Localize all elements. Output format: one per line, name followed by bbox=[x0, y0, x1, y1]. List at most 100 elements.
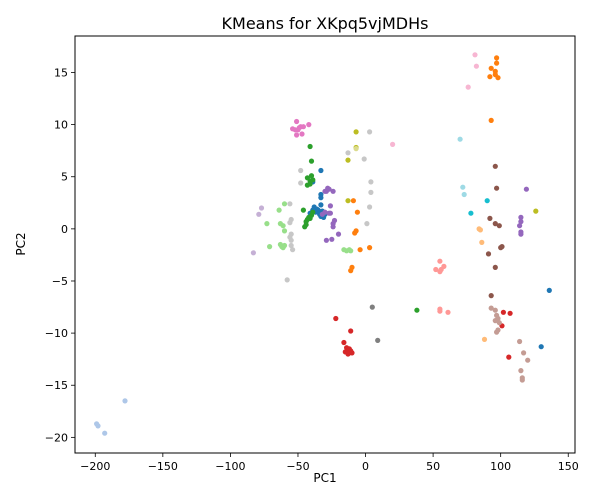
data-point bbox=[349, 350, 355, 356]
data-point bbox=[258, 205, 265, 211]
data-point bbox=[367, 129, 373, 135]
data-point bbox=[310, 209, 316, 215]
data-point bbox=[308, 158, 315, 164]
data-point bbox=[299, 131, 305, 137]
data-point bbox=[122, 398, 128, 404]
data-point bbox=[102, 430, 108, 436]
data-point bbox=[357, 247, 363, 253]
x-tick-label: −150 bbox=[148, 460, 178, 473]
data-point bbox=[287, 201, 293, 207]
data-point bbox=[492, 264, 498, 270]
data-point bbox=[472, 52, 478, 58]
data-point bbox=[298, 167, 304, 174]
data-point bbox=[353, 129, 359, 135]
data-point bbox=[488, 293, 494, 299]
data-point bbox=[481, 336, 488, 342]
x-tick-label: −200 bbox=[80, 460, 110, 473]
data-point bbox=[318, 167, 324, 174]
data-point bbox=[488, 305, 494, 311]
y-tick-label: −10 bbox=[45, 327, 68, 340]
data-point bbox=[492, 318, 498, 324]
data-point bbox=[353, 146, 359, 152]
data-point bbox=[494, 185, 500, 191]
x-tick-label: 100 bbox=[490, 460, 511, 473]
data-point bbox=[284, 277, 290, 283]
data-point bbox=[492, 163, 498, 169]
y-tick-label: 10 bbox=[54, 119, 68, 132]
data-point bbox=[506, 354, 512, 360]
x-tick-label: 150 bbox=[558, 460, 579, 473]
data-point bbox=[437, 269, 443, 275]
data-point bbox=[250, 250, 256, 256]
data-point bbox=[441, 263, 447, 269]
y-tick-label: −20 bbox=[45, 431, 68, 444]
data-point bbox=[323, 237, 329, 243]
data-point bbox=[494, 55, 500, 61]
data-point bbox=[477, 227, 483, 233]
data-point bbox=[322, 188, 328, 194]
data-point bbox=[329, 236, 335, 242]
data-point bbox=[276, 207, 282, 213]
data-point bbox=[445, 309, 451, 315]
data-point bbox=[267, 244, 273, 250]
data-point bbox=[294, 118, 300, 125]
data-point bbox=[518, 214, 524, 220]
data-point bbox=[300, 207, 306, 213]
data-point bbox=[95, 423, 101, 429]
data-point bbox=[488, 117, 494, 123]
data-point bbox=[495, 75, 501, 81]
data-point bbox=[326, 186, 332, 192]
data-point bbox=[281, 228, 288, 234]
data-point bbox=[517, 338, 523, 345]
data-point bbox=[518, 231, 524, 237]
data-point bbox=[375, 337, 381, 343]
data-point bbox=[517, 223, 523, 229]
data-point bbox=[518, 219, 524, 225]
data-point bbox=[485, 251, 492, 257]
data-point bbox=[290, 247, 296, 253]
data-point bbox=[264, 221, 270, 227]
data-point bbox=[507, 310, 513, 316]
x-tick-label: −100 bbox=[215, 460, 245, 473]
data-point bbox=[460, 184, 466, 190]
data-point bbox=[487, 215, 493, 221]
data-point bbox=[348, 268, 354, 274]
data-point bbox=[280, 223, 286, 229]
chart-title: KMeans for XKpq5vjMDHs bbox=[222, 14, 429, 33]
data-point bbox=[288, 237, 294, 243]
data-point bbox=[281, 242, 288, 249]
data-point bbox=[335, 231, 342, 237]
data-point bbox=[496, 320, 502, 326]
data-point bbox=[294, 132, 300, 138]
x-tick-label: −50 bbox=[286, 460, 309, 473]
data-point bbox=[310, 177, 316, 183]
data-point bbox=[546, 287, 552, 293]
data-point bbox=[461, 191, 467, 198]
data-point bbox=[341, 339, 347, 346]
data-point bbox=[333, 315, 339, 322]
data-point bbox=[523, 186, 530, 192]
data-point bbox=[330, 188, 336, 194]
data-point bbox=[307, 143, 313, 150]
data-point bbox=[288, 242, 294, 249]
data-point bbox=[494, 329, 500, 335]
y-tick-label: −5 bbox=[52, 275, 68, 288]
y-tick-label: 5 bbox=[61, 171, 68, 184]
data-point bbox=[492, 221, 498, 227]
y-axis-ticks: −20 −15 −10 −5 0 5 10 15 bbox=[45, 66, 75, 444]
data-points bbox=[94, 52, 552, 436]
data-point bbox=[348, 328, 354, 334]
data-point bbox=[518, 368, 524, 374]
data-point bbox=[364, 221, 370, 227]
data-point bbox=[319, 211, 325, 217]
data-point bbox=[352, 230, 358, 236]
data-point bbox=[492, 307, 498, 313]
data-point bbox=[437, 258, 443, 264]
data-point bbox=[256, 211, 262, 217]
data-point bbox=[281, 201, 288, 207]
data-point bbox=[318, 195, 324, 201]
data-point bbox=[521, 350, 527, 356]
data-point bbox=[298, 180, 304, 186]
